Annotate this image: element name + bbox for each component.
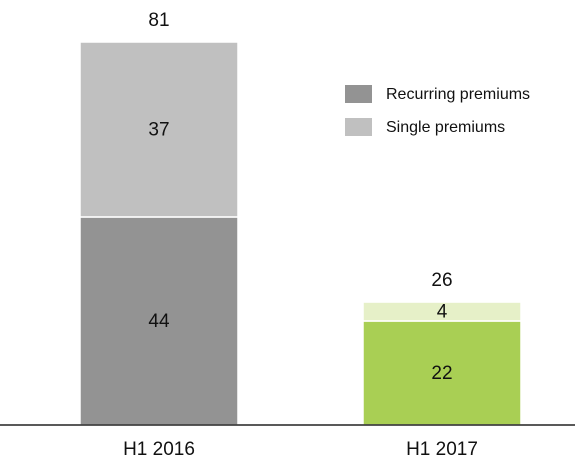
legend-label: Recurring premiums	[386, 86, 530, 103]
value-label: 37	[148, 119, 169, 140]
x-tick-label: H1 2016	[123, 439, 195, 460]
legend-label: Single premiums	[386, 119, 505, 136]
x-tick-label: H1 2017	[406, 439, 478, 460]
value-label: 4	[437, 302, 448, 323]
bar-segment	[79, 216, 239, 426]
bar-segment	[79, 41, 239, 218]
value-label: 22	[431, 363, 452, 384]
total-label: 26	[431, 270, 452, 291]
bar-segment	[362, 301, 522, 322]
legend-swatch	[345, 118, 372, 136]
legend-swatch	[345, 85, 372, 103]
value-label: 44	[148, 311, 170, 332]
total-label: 81	[148, 10, 169, 31]
